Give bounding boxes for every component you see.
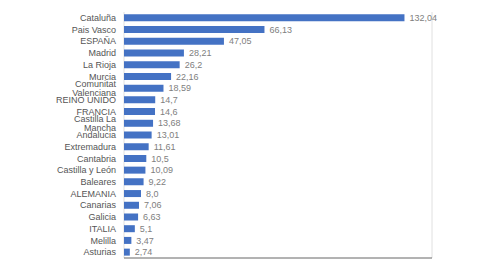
svg-text:Cataluña: Cataluña: [80, 13, 116, 23]
svg-text:22,16: 22,16: [176, 72, 199, 82]
svg-text:14,7: 14,7: [160, 95, 178, 105]
svg-text:REINO UNIDO: REINO UNIDO: [56, 95, 116, 105]
svg-text:Pais Vasco: Pais Vasco: [72, 25, 116, 35]
svg-text:Galicia: Galicia: [88, 212, 116, 222]
svg-text:47,05: 47,05: [229, 36, 252, 46]
svg-text:132,04: 132,04: [409, 13, 437, 23]
svg-text:10,09: 10,09: [150, 165, 173, 175]
svg-text:8,0: 8,0: [146, 189, 159, 199]
svg-text:11,61: 11,61: [154, 142, 176, 152]
svg-text:28,21: 28,21: [189, 48, 212, 58]
svg-text:La Rioja: La Rioja: [83, 60, 116, 70]
svg-text:Madrid: Madrid: [88, 48, 116, 58]
svg-text:13,01: 13,01: [157, 130, 180, 140]
svg-text:18,59: 18,59: [168, 83, 191, 93]
svg-text:Extremadura: Extremadura: [64, 142, 116, 152]
svg-text:ALEMANIA: ALEMANIA: [70, 189, 116, 199]
svg-text:7,06: 7,06: [144, 200, 162, 210]
svg-text:Baleares: Baleares: [80, 177, 116, 187]
svg-text:9,22: 9,22: [149, 177, 167, 187]
svg-text:10,5: 10,5: [151, 154, 169, 164]
svg-text:Castilla y León: Castilla y León: [57, 165, 116, 175]
svg-text:66,13: 66,13: [269, 25, 292, 35]
svg-text:14,6: 14,6: [160, 107, 178, 117]
svg-text:6,63: 6,63: [143, 212, 161, 222]
svg-text:3,47: 3,47: [136, 236, 154, 246]
svg-text:5,1: 5,1: [140, 224, 153, 234]
svg-text:Canarias: Canarias: [80, 200, 117, 210]
svg-text:Asturias: Asturias: [83, 247, 116, 257]
svg-text:2,74: 2,74: [135, 247, 153, 257]
svg-text:ESPAÑA: ESPAÑA: [80, 36, 116, 46]
svg-text:Andalucia: Andalucia: [76, 130, 116, 140]
svg-text:Melilla: Melilla: [90, 236, 116, 246]
svg-text:13,68: 13,68: [158, 118, 181, 128]
svg-text:26,2: 26,2: [185, 60, 203, 70]
svg-text:ITALIA: ITALIA: [89, 224, 116, 234]
svg-text:Cantabria: Cantabria: [77, 154, 116, 164]
